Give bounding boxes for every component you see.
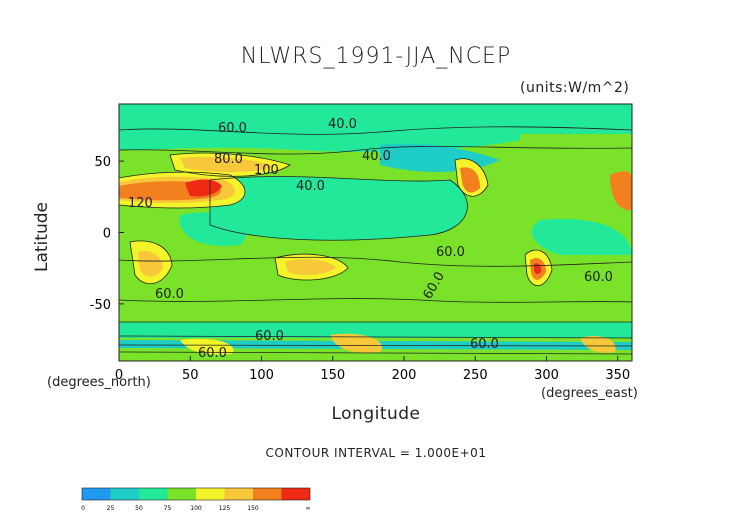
x-tick-label: 200	[392, 368, 417, 383]
contour-interval-note: CONTOUR INTERVAL = 1.000E+01	[265, 446, 487, 460]
contour-label: 60.0	[584, 270, 613, 285]
contour-label: 40.0	[362, 149, 391, 164]
contour-lines	[119, 126, 632, 355]
colorbar-swatch	[167, 488, 196, 500]
x-axis-label: Longitude	[331, 404, 421, 424]
colorbar: 0 25 50 75 100 125 150 ∞	[81, 487, 311, 512]
cyan-patch-east	[531, 219, 632, 255]
y-tick-label: -50	[90, 298, 111, 313]
contour-label: 60.0	[218, 121, 247, 136]
units-label: (units:W/m^2)	[520, 80, 630, 96]
x-axis-ticks: 0 50 100 150 200 250 300 350	[115, 356, 630, 383]
colorbar-swatch	[139, 488, 168, 500]
colorbar-tick-label: ∞	[306, 505, 311, 512]
y-axis-label: Latitude	[32, 202, 52, 272]
contour-label: 80.0	[214, 152, 243, 167]
colorbar-tick-label: 25	[107, 505, 115, 512]
colorbar-tick-label: 125	[219, 505, 231, 512]
australia-orange	[285, 259, 336, 276]
x-axis-unit: (degrees_east)	[541, 386, 638, 401]
colorbar-swatch	[253, 488, 282, 500]
colorbar-tick-label: 0	[81, 505, 85, 512]
x-tick-label: 0	[115, 368, 123, 383]
colorbar-swatch	[110, 488, 139, 500]
x-tick-label: 300	[534, 368, 559, 383]
southern-ocean-band	[119, 322, 632, 338]
contour-label: 60.0	[198, 346, 227, 361]
x-tick-label: 50	[182, 368, 199, 383]
colorbar-swatch	[281, 488, 310, 500]
plot-area	[119, 104, 632, 361]
central-asia-orange	[180, 156, 275, 173]
contour-label: 120	[128, 196, 153, 211]
so-strip-3	[180, 338, 234, 355]
y-axis-unit: (degrees_north)	[47, 375, 151, 390]
east-edge-hotspot	[610, 171, 632, 211]
contour-label-group: 60.0 40.0 40.0 80.0 100 40.0 120 60.0 60…	[128, 117, 613, 361]
x-tick-label: 150	[320, 368, 345, 383]
x-tick-label: 100	[249, 368, 274, 383]
contour-label: 60.0	[470, 337, 499, 352]
y-axis-ticks: 50 0 -50	[90, 155, 124, 313]
colorbar-swatch	[196, 488, 225, 500]
contour-label: 60.0	[255, 329, 284, 344]
so-strip-1	[330, 333, 382, 353]
arabia-peak	[185, 179, 222, 197]
contour-label: 40.0	[328, 117, 357, 132]
tropical-cyan-band	[210, 176, 468, 241]
contour-label: 60.0	[155, 287, 184, 302]
chart-title: NLWRS_1991-JJA_NCEP	[240, 44, 512, 69]
contour-label: 40.0	[296, 179, 325, 194]
namerica-orange	[460, 167, 480, 193]
x-tick-label: 250	[463, 368, 488, 383]
colorbar-swatch	[224, 488, 253, 500]
colorbar-tick-label: 150	[247, 505, 259, 512]
safrica-orange	[138, 250, 163, 277]
colorbar-frame	[81, 487, 311, 501]
so-strip-2	[580, 335, 616, 353]
colorbar-tick-label: 100	[190, 505, 202, 512]
colorbar-tick-label: 75	[164, 505, 172, 512]
contour-label: 60.0	[436, 245, 465, 260]
colorbar-swatch	[82, 488, 111, 500]
y-tick-label: 0	[103, 227, 111, 242]
colorbar-tick-label: 50	[135, 505, 143, 512]
y-tick-label: 50	[94, 155, 111, 170]
cyan-patch	[179, 212, 247, 246]
x-tick-label: 350	[605, 368, 630, 383]
contour-label: 100	[254, 163, 279, 178]
